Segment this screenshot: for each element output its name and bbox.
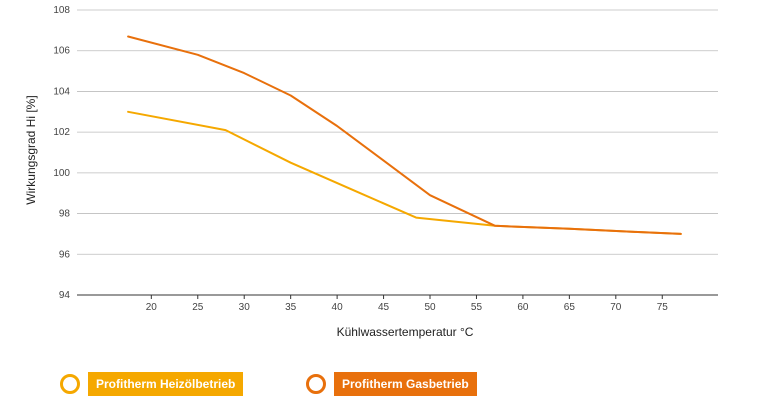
y-tick-label: 98: [59, 209, 71, 220]
legend-label: Profitherm Heizölbetrieb: [88, 372, 244, 396]
x-tick-label: 60: [517, 302, 529, 313]
legend-marker-icon: [60, 374, 80, 394]
legend-item-heizoel: Profitherm Heizölbetrieb: [60, 372, 244, 396]
x-tick-label: 20: [146, 302, 158, 313]
y-tick-labels: 94 96 98 100 102 104 106 108: [53, 5, 70, 301]
x-tick-label: 75: [657, 302, 669, 313]
y-tick-label: 102: [53, 127, 70, 138]
y-tick-label: 100: [53, 168, 70, 179]
x-tick-label: 35: [285, 302, 297, 313]
x-tick-labels: 20 25 30 35 40 45 50 55 60 65 70 75: [146, 295, 669, 313]
x-tick-label: 45: [378, 302, 390, 313]
y-tick-label: 108: [53, 5, 70, 16]
legend-marker-icon: [306, 374, 326, 394]
x-tick-label: 25: [192, 302, 204, 313]
y-tick-label: 96: [59, 249, 71, 260]
legend-label: Profitherm Gasbetrieb: [334, 372, 477, 396]
legend-item-gas: Profitherm Gasbetrieb: [306, 372, 477, 396]
y-tick-label: 104: [53, 86, 70, 97]
y-tick-label: 94: [59, 290, 71, 301]
x-tick-label: 55: [471, 302, 483, 313]
x-axis-label: Kühlwassertemperatur °C: [337, 325, 474, 339]
grid-lines: [77, 9, 718, 296]
x-tick-label: 30: [239, 302, 251, 313]
x-tick-label: 50: [424, 302, 436, 313]
series-line-1: [127, 35, 682, 235]
series-lines: [127, 35, 682, 235]
x-tick-label: 40: [332, 302, 344, 313]
y-axis-label: Wirkungsgrad Hi [%]: [24, 95, 38, 204]
x-tick-label: 70: [610, 302, 622, 313]
x-tick-label: 65: [564, 302, 576, 313]
y-tick-label: 106: [53, 46, 70, 57]
